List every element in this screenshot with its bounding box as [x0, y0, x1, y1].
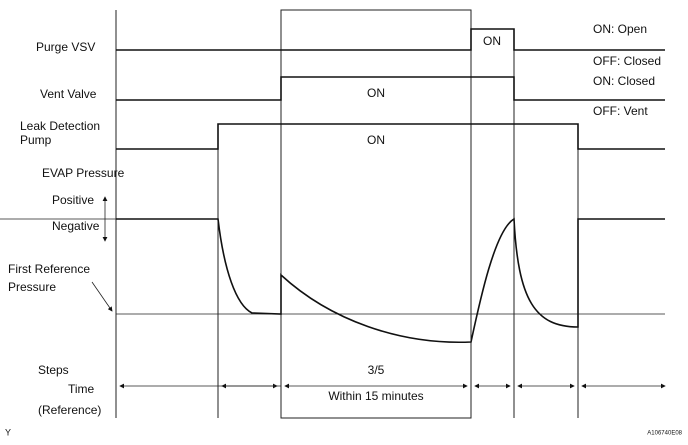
row-label: Vent Valve: [40, 87, 97, 101]
row-label: Steps: [38, 363, 69, 377]
legend-text: ON: Open: [593, 22, 647, 36]
grid: [115, 9, 579, 419]
footer-right: A106740E08: [647, 431, 682, 437]
row-label: Leak Detection: [20, 119, 100, 133]
row-label: Time: [68, 382, 95, 396]
step-label: 3/5: [368, 363, 385, 377]
row-label: EVAP Pressure: [42, 166, 125, 180]
legend-text: OFF: Vent: [593, 104, 648, 118]
row-label: Negative: [52, 219, 100, 233]
row-label: (Reference): [38, 403, 101, 417]
legend-text: ON: Closed: [593, 74, 655, 88]
pump-signal: [116, 123, 665, 150]
vent-signal: [116, 76, 665, 101]
legend-text: OFF: Closed: [593, 54, 661, 68]
row-label: Pump: [20, 133, 52, 147]
signal-label: ON: [483, 34, 501, 48]
footer-left: Y: [5, 427, 11, 437]
step-note: Within 15 minutes: [328, 389, 423, 403]
reference-pointer: [91, 281, 113, 312]
row-label: Positive: [52, 193, 94, 207]
evap-pressure: [116, 217, 665, 344]
row-label: Purge VSV: [36, 40, 95, 54]
signal-label: ON: [367, 86, 385, 100]
purge-signal: [116, 28, 665, 51]
row-label: Pressure: [8, 280, 56, 294]
signal-label: ON: [367, 133, 385, 147]
row-label: First Reference: [8, 262, 90, 276]
